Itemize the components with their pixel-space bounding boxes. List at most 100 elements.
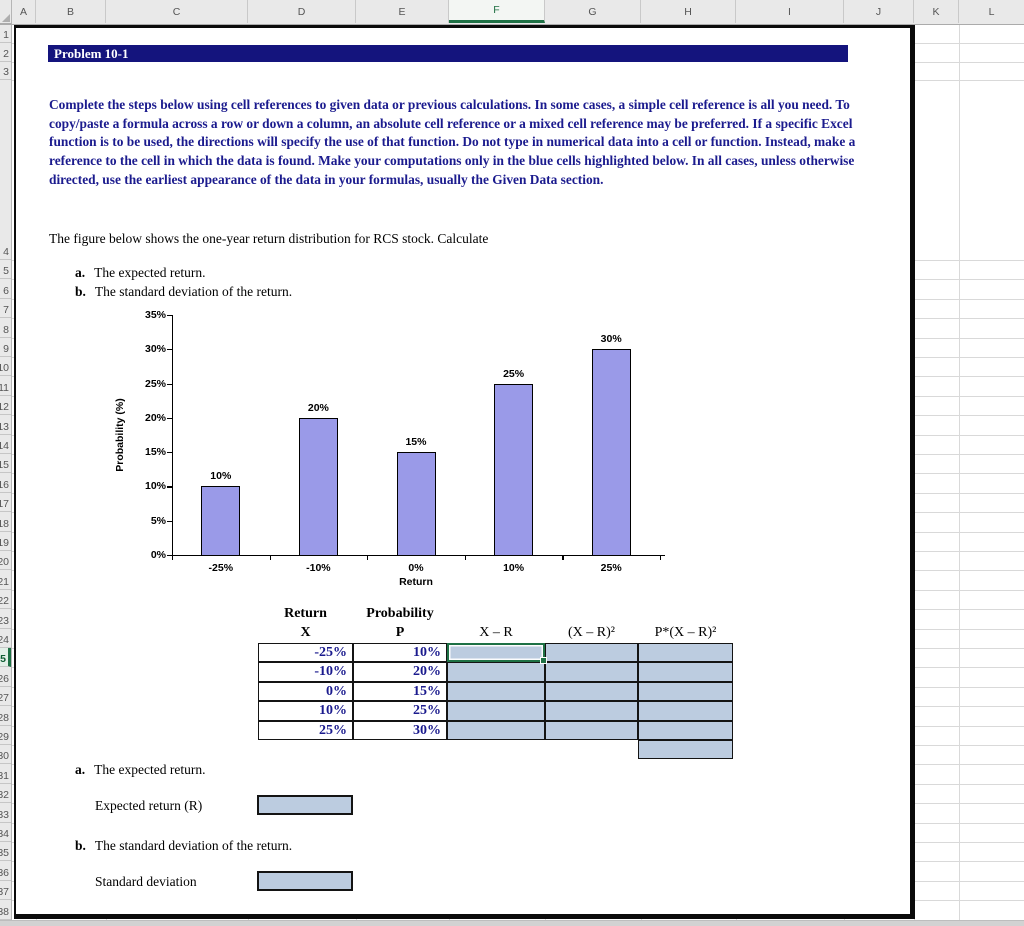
row-header-27[interactable]: 27 xyxy=(0,687,11,707)
column-header-H[interactable]: H xyxy=(641,0,736,23)
row-header-14[interactable]: 14 xyxy=(0,435,11,454)
column-header-G[interactable]: G xyxy=(545,0,641,23)
chart-x-tick xyxy=(367,555,369,560)
calc-cell-x-minus-r-squared-0[interactable] xyxy=(545,643,638,663)
row-header-9[interactable]: 9 xyxy=(0,338,11,357)
cell-return-x-2[interactable]: 0% xyxy=(258,681,353,702)
table-header-x: X xyxy=(300,625,311,640)
problem-title-bar: Problem 10-1 xyxy=(48,45,848,62)
calc-cell-p-times-x-minus-r-squared-0[interactable] xyxy=(638,643,733,663)
cell-probability-p-0[interactable]: 10% xyxy=(353,643,447,663)
calc-cell-x-minus-r-1[interactable] xyxy=(447,662,545,682)
chart-y-tick-label: 30% xyxy=(144,343,166,356)
row-header-20[interactable]: 20 xyxy=(0,551,11,571)
standard-deviation-label: Standard deviation xyxy=(95,874,197,889)
chart-y-tick xyxy=(167,452,172,454)
row-header-34[interactable]: 34 xyxy=(0,823,11,842)
cell-probability-p-3[interactable]: 25% xyxy=(353,701,447,721)
column-header-A[interactable]: A xyxy=(12,0,36,23)
calc-cell-p-times-x-minus-r-squared-4[interactable] xyxy=(638,720,733,740)
row-header-19[interactable]: 19 xyxy=(0,532,11,551)
cell-return-x-4[interactable]: 25% xyxy=(258,720,353,740)
row-header-29[interactable]: 29 xyxy=(0,726,11,745)
column-header-D[interactable]: D xyxy=(248,0,356,23)
row-header-30[interactable]: 30 xyxy=(0,745,11,765)
calc-cell-x-minus-r-squared-1[interactable] xyxy=(545,662,638,682)
chart-data-label: 30% xyxy=(600,333,622,346)
cell-return-x-1[interactable]: -10% xyxy=(258,662,353,682)
list-text-a: The expected return. xyxy=(94,265,206,280)
row-header-36[interactable]: 36 xyxy=(0,861,11,881)
status-strip xyxy=(0,920,1024,926)
calc-cell-x-minus-r-squared-2[interactable] xyxy=(545,681,638,702)
column-header-C[interactable]: C xyxy=(106,0,248,23)
row-header-38[interactable]: 38 xyxy=(0,900,11,920)
chart-y-tick-label: 15% xyxy=(144,446,166,459)
row-header-35[interactable]: 35 xyxy=(0,842,11,862)
row-header-10[interactable]: 10 xyxy=(0,357,11,377)
calc-cell-x-minus-r-3[interactable] xyxy=(447,701,545,721)
standard-deviation-input-cell[interactable] xyxy=(257,871,353,891)
row-header-13[interactable]: 13 xyxy=(0,415,11,435)
chart-y-tick-label: 10% xyxy=(144,480,166,493)
row-header-15[interactable]: 15 xyxy=(0,454,11,474)
row-header-5[interactable]: 5 xyxy=(0,260,11,280)
list-item-b: b. The standard deviation of the return. xyxy=(75,284,575,300)
calc-cell-p-times-x-minus-r-squared-2[interactable] xyxy=(638,681,733,702)
row-header-16[interactable]: 16 xyxy=(0,473,11,493)
row-header-7[interactable]: 7 xyxy=(0,299,11,319)
column-header-K[interactable]: K xyxy=(914,0,959,23)
calc-cell-sum[interactable] xyxy=(638,740,733,760)
row-header-12[interactable]: 12 xyxy=(0,396,11,416)
row-header-3[interactable]: 3 xyxy=(0,62,11,80)
gridline-vertical xyxy=(959,24,960,920)
table-header-x-minus-r: X – R xyxy=(479,625,513,640)
row-header-28[interactable]: 28 xyxy=(0,706,11,726)
chart-data-label: 10% xyxy=(210,470,232,483)
row-header-11[interactable]: 11 xyxy=(0,376,11,396)
row-header-26[interactable]: 26 xyxy=(0,667,11,687)
cell-probability-p-1[interactable]: 20% xyxy=(353,662,447,682)
row-header-18[interactable]: 18 xyxy=(0,512,11,532)
answer-a-heading: a. The expected return. xyxy=(75,762,575,778)
column-header-F[interactable]: F xyxy=(449,0,545,23)
row-header-24[interactable]: 24 xyxy=(0,629,11,648)
row-header-1[interactable]: 1 xyxy=(0,24,11,43)
row-header-37[interactable]: 37 xyxy=(0,881,11,901)
row-header-6[interactable]: 6 xyxy=(0,279,11,299)
calc-cell-x-minus-r-squared-3[interactable] xyxy=(545,701,638,721)
row-header-17[interactable]: 17 xyxy=(0,493,11,513)
selected-cell[interactable] xyxy=(447,643,547,665)
cell-return-x-3[interactable]: 10% xyxy=(258,701,353,721)
column-header-B[interactable]: B xyxy=(36,0,106,23)
row-header-22[interactable]: 22 xyxy=(0,590,11,610)
table-header-probability: Probability xyxy=(366,606,434,621)
expected-return-input-cell[interactable] xyxy=(257,795,353,815)
row-header-8[interactable]: 8 xyxy=(0,318,11,338)
cell-probability-p-2[interactable]: 15% xyxy=(353,681,447,702)
cell-return-x-0[interactable]: -25% xyxy=(258,643,353,663)
row-header-33[interactable]: 33 xyxy=(0,803,11,823)
column-header-I[interactable]: I xyxy=(736,0,844,23)
select-all-corner[interactable] xyxy=(0,0,12,24)
row-header-21[interactable]: 21 xyxy=(0,570,11,590)
instructions-text: Complete the steps below using cell refe… xyxy=(49,97,856,187)
fill-handle[interactable] xyxy=(540,657,547,665)
calc-cell-p-times-x-minus-r-squared-1[interactable] xyxy=(638,662,733,682)
column-header-E[interactable]: E xyxy=(356,0,449,23)
row-header-32[interactable]: 32 xyxy=(0,784,11,804)
row-header-4[interactable]: 4 xyxy=(0,80,11,260)
calc-cell-p-times-x-minus-r-squared-3[interactable] xyxy=(638,701,733,721)
cell-probability-p-4[interactable]: 30% xyxy=(353,720,447,740)
calc-cell-x-minus-r-4[interactable] xyxy=(447,720,545,740)
column-header-L[interactable]: L xyxy=(959,0,1024,23)
row-header-23[interactable]: 23 xyxy=(0,609,11,629)
chart-y-tick xyxy=(167,383,172,385)
calc-cell-x-minus-r-squared-4[interactable] xyxy=(545,720,638,740)
calc-cell-x-minus-r-2[interactable] xyxy=(447,681,545,702)
row-header-31[interactable]: 31 xyxy=(0,764,11,784)
column-header-J[interactable]: J xyxy=(844,0,914,23)
row-header-25[interactable]: 25 xyxy=(0,648,11,668)
row-header-2[interactable]: 2 xyxy=(0,43,11,62)
